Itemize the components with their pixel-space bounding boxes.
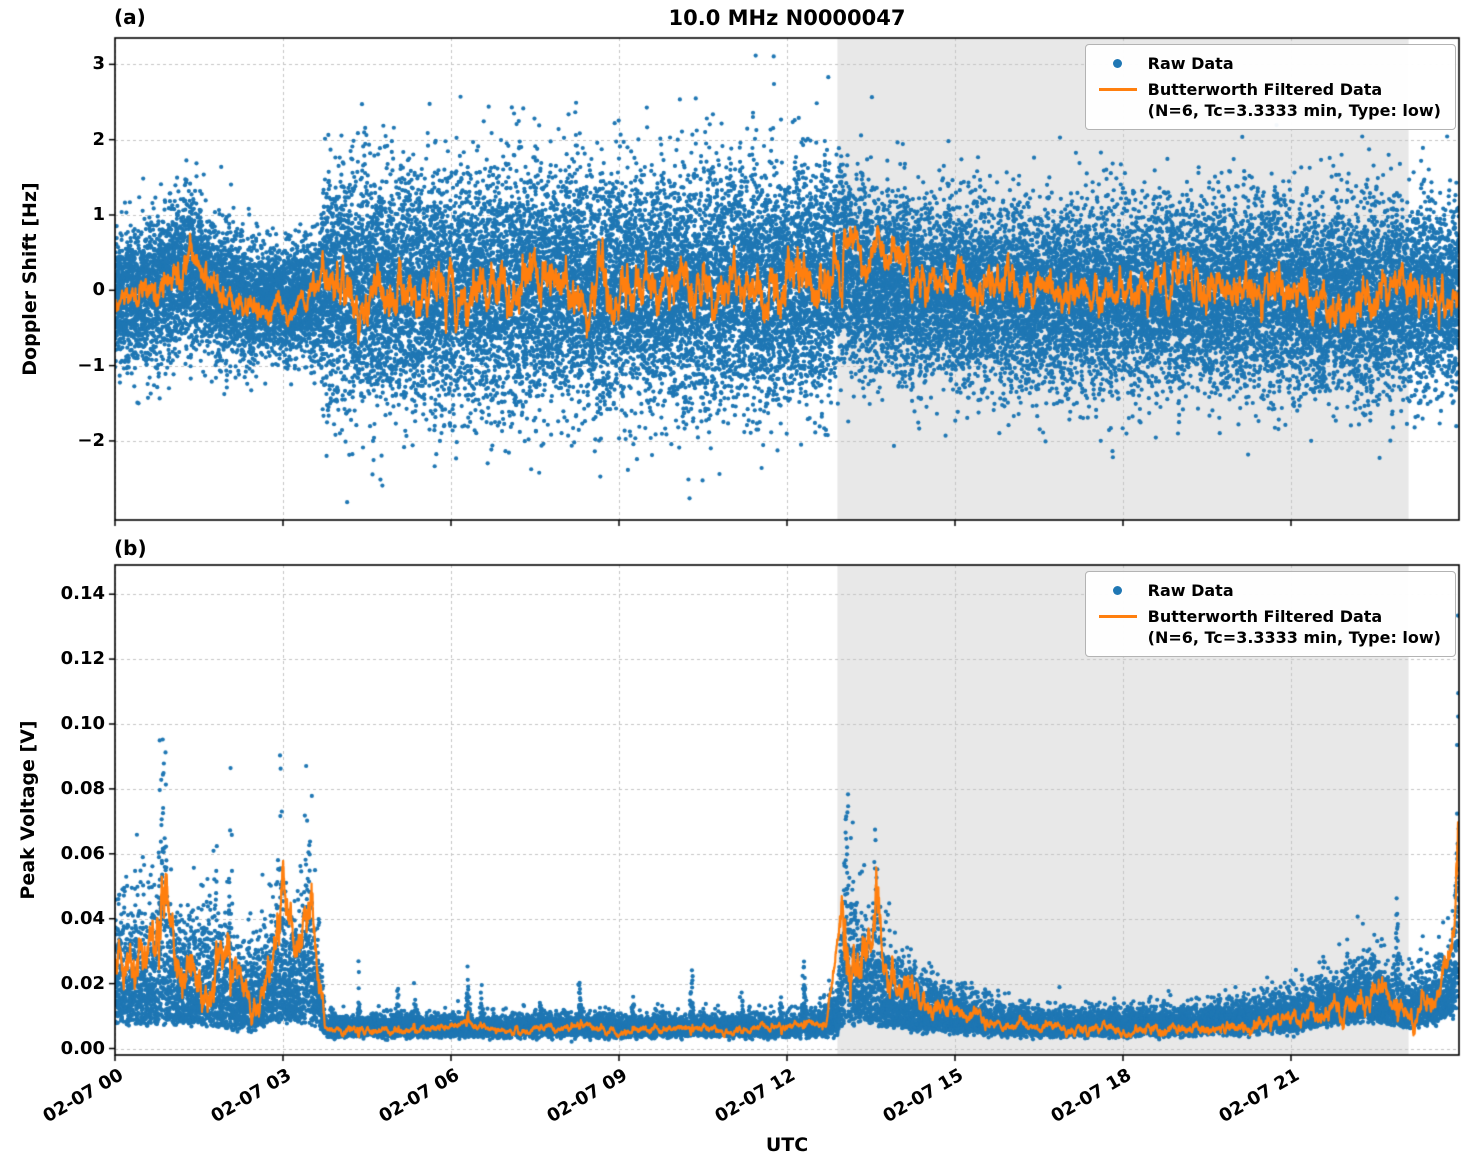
- filtered-line-marker-icon: [1098, 88, 1137, 92]
- legend-filtered-label: Butterworth Filtered Data (N=6, Tc=3.3333…: [1148, 79, 1441, 121]
- x-axis-label: UTC: [765, 1134, 809, 1156]
- y-tick-label: −1: [77, 354, 105, 376]
- y-tick-label: 0.06: [60, 842, 105, 864]
- legend-entry-raw: Raw Data: [1096, 53, 1441, 74]
- y-tick-label: 0.02: [60, 972, 105, 994]
- y-axis-label-voltage: Peak Voltage [V]: [17, 720, 39, 900]
- legend-filtered-label-line2: (N=6, Tc=3.3333 min, Type: low): [1147, 101, 1441, 121]
- legend-entry-raw: Raw Data: [1096, 580, 1441, 601]
- legend-filtered-label: Butterworth Filtered Data (N=6, Tc=3.3333…: [1148, 606, 1441, 648]
- y-tick-label: −2: [77, 429, 105, 451]
- y-tick-label: 0.08: [60, 777, 105, 799]
- legend-raw-label: Raw Data: [1147, 581, 1234, 600]
- y-tick-label: 0.00: [60, 1037, 105, 1059]
- panel-a-label: (a): [114, 5, 146, 29]
- y-tick-label: 0.12: [60, 648, 105, 670]
- legend-panel-b: Raw Data Butterworth Filtered Data (N=6, …: [1084, 571, 1456, 658]
- y-tick-label: 0.04: [60, 907, 105, 929]
- y-tick-label: 2: [92, 128, 105, 150]
- y-tick-label: 1: [92, 203, 105, 225]
- raw-data-marker-icon: [1113, 586, 1123, 595]
- legend-panel-a: Raw Data Butterworth Filtered Data (N=6, …: [1084, 44, 1456, 131]
- legend-entry-filtered: Butterworth Filtered Data (N=6, Tc=3.3333…: [1096, 606, 1441, 648]
- legend-filtered-label-line2: (N=6, Tc=3.3333 min, Type: low): [1147, 628, 1441, 648]
- panel-b-label: (b): [114, 536, 147, 560]
- legend-filtered-label-line1: Butterworth Filtered Data: [1147, 607, 1383, 627]
- legend-entry-filtered: Butterworth Filtered Data (N=6, Tc=3.3333…: [1096, 79, 1441, 121]
- filtered-line-marker-icon: [1098, 615, 1137, 619]
- legend-raw-label: Raw Data: [1147, 54, 1234, 73]
- raw-data-marker-icon: [1113, 59, 1123, 68]
- y-tick-label: 3: [92, 53, 105, 75]
- figure-title: 10.0 MHz N0000047: [668, 6, 906, 30]
- y-tick-label: 0.10: [60, 713, 105, 734]
- y-tick-label: 0: [92, 279, 105, 301]
- y-tick-label: 0.14: [60, 583, 105, 605]
- legend-filtered-label-line1: Butterworth Filtered Data: [1147, 80, 1383, 100]
